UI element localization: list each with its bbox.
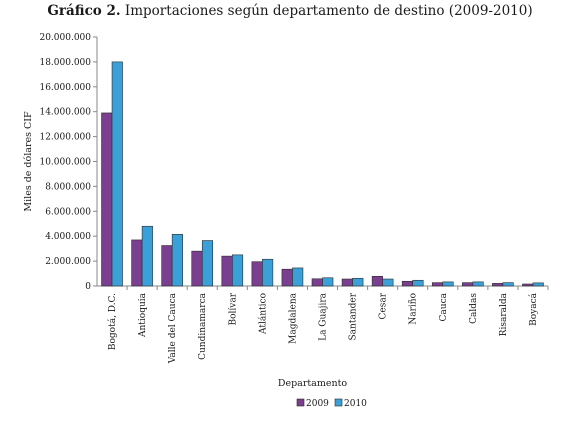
bar-2010 (442, 281, 454, 287)
y-tick-label: 20.000.000 (39, 33, 91, 43)
legend-label-2009: 2009 (306, 399, 329, 409)
bar-2009 (191, 250, 203, 287)
bar-2009 (161, 245, 173, 287)
bar-2009 (401, 280, 414, 287)
y-tick-label: 8.000.000 (45, 182, 91, 192)
y-tick-label: 2.000.000 (45, 257, 91, 267)
bar-2009 (251, 261, 263, 287)
bar-2010 (262, 258, 274, 287)
bar-2010 (171, 234, 183, 287)
legend-swatch-2009 (296, 398, 305, 407)
y-tick-label: 10.000.000 (39, 158, 91, 168)
bar-2009 (431, 282, 444, 287)
bar-2010 (292, 267, 304, 287)
bar-2009 (131, 239, 143, 287)
bar-2010 (322, 277, 334, 287)
bar-2009 (281, 268, 293, 287)
bar-2010 (201, 240, 214, 287)
legend-label-2010: 2010 (344, 399, 367, 409)
y-tick-label: 0 (85, 282, 91, 292)
y-tick-label: 14.000.000 (39, 108, 91, 118)
x-tick-label: Valle del Cauca (168, 292, 178, 364)
x-tick-label: Bogotá, D.C. (107, 293, 118, 350)
bars (101, 61, 544, 287)
x-tick-label: Cesar (379, 292, 389, 319)
bar-2009 (341, 278, 353, 287)
y-tick-label: 4.000.000 (45, 232, 91, 242)
bar-2010 (412, 279, 424, 287)
bar-2009 (522, 283, 534, 287)
y-axis-label: Miles de dólares CIF (23, 111, 34, 212)
y-tick-label: 12.000.000 (39, 133, 91, 143)
bar-2009 (221, 255, 233, 287)
y-ticks: 0 2.000.000 4.000.000 6.000.000 8.000.000 10.… (39, 33, 97, 292)
x-tick-label: Cauca (439, 292, 449, 321)
x-axis-label: Departamento (278, 378, 348, 389)
bar-2009 (371, 275, 383, 287)
bar-2010 (472, 281, 484, 287)
bar-2010 (141, 225, 153, 287)
bar-2010 (111, 61, 123, 287)
legend-swatch-2010 (334, 398, 343, 407)
x-tick-label: Atlántico (257, 293, 268, 335)
chart-title-prefix: Gráfico 2. (47, 3, 121, 19)
bar-2009 (311, 278, 323, 287)
x-tick-label: La Guajira (319, 292, 329, 341)
x-tick-label: Antioquia (138, 292, 148, 338)
bar-2009 (462, 282, 474, 287)
x-tick-label: Boyacá (528, 292, 539, 326)
bar-2009 (492, 283, 504, 287)
x-tick-label: Nariño (409, 293, 419, 325)
chart-title-text: Importaciones según departamento de dest… (124, 3, 533, 19)
legend: 2009 2010 (296, 398, 367, 409)
x-tick-label: Risaralda (499, 292, 509, 336)
bar-2009 (101, 112, 113, 287)
x-tick-label: Santander (349, 292, 359, 340)
bar-2010 (532, 282, 544, 287)
bar-2010 (382, 278, 394, 287)
bar-2010 (502, 282, 514, 287)
x-tick-label: Magdalena (288, 292, 298, 343)
y-tick-label: 18.000.000 (39, 58, 91, 68)
x-ticks: Bogotá, D.C. Antioquia Valle del Cauca Cund… (107, 286, 549, 364)
x-tick-label: Bolívar (227, 292, 238, 325)
x-tick-label: Cundinamarca (198, 292, 208, 360)
y-tick-label: 6.000.000 (45, 207, 91, 217)
chart-title: Gráfico 2. Importaciones según departame… (0, 3, 580, 19)
y-tick-label: 16.000.000 (39, 83, 91, 93)
x-tick-label: Caldas (469, 293, 479, 324)
bar-2010 (232, 254, 244, 287)
bar-2010 (352, 277, 364, 287)
